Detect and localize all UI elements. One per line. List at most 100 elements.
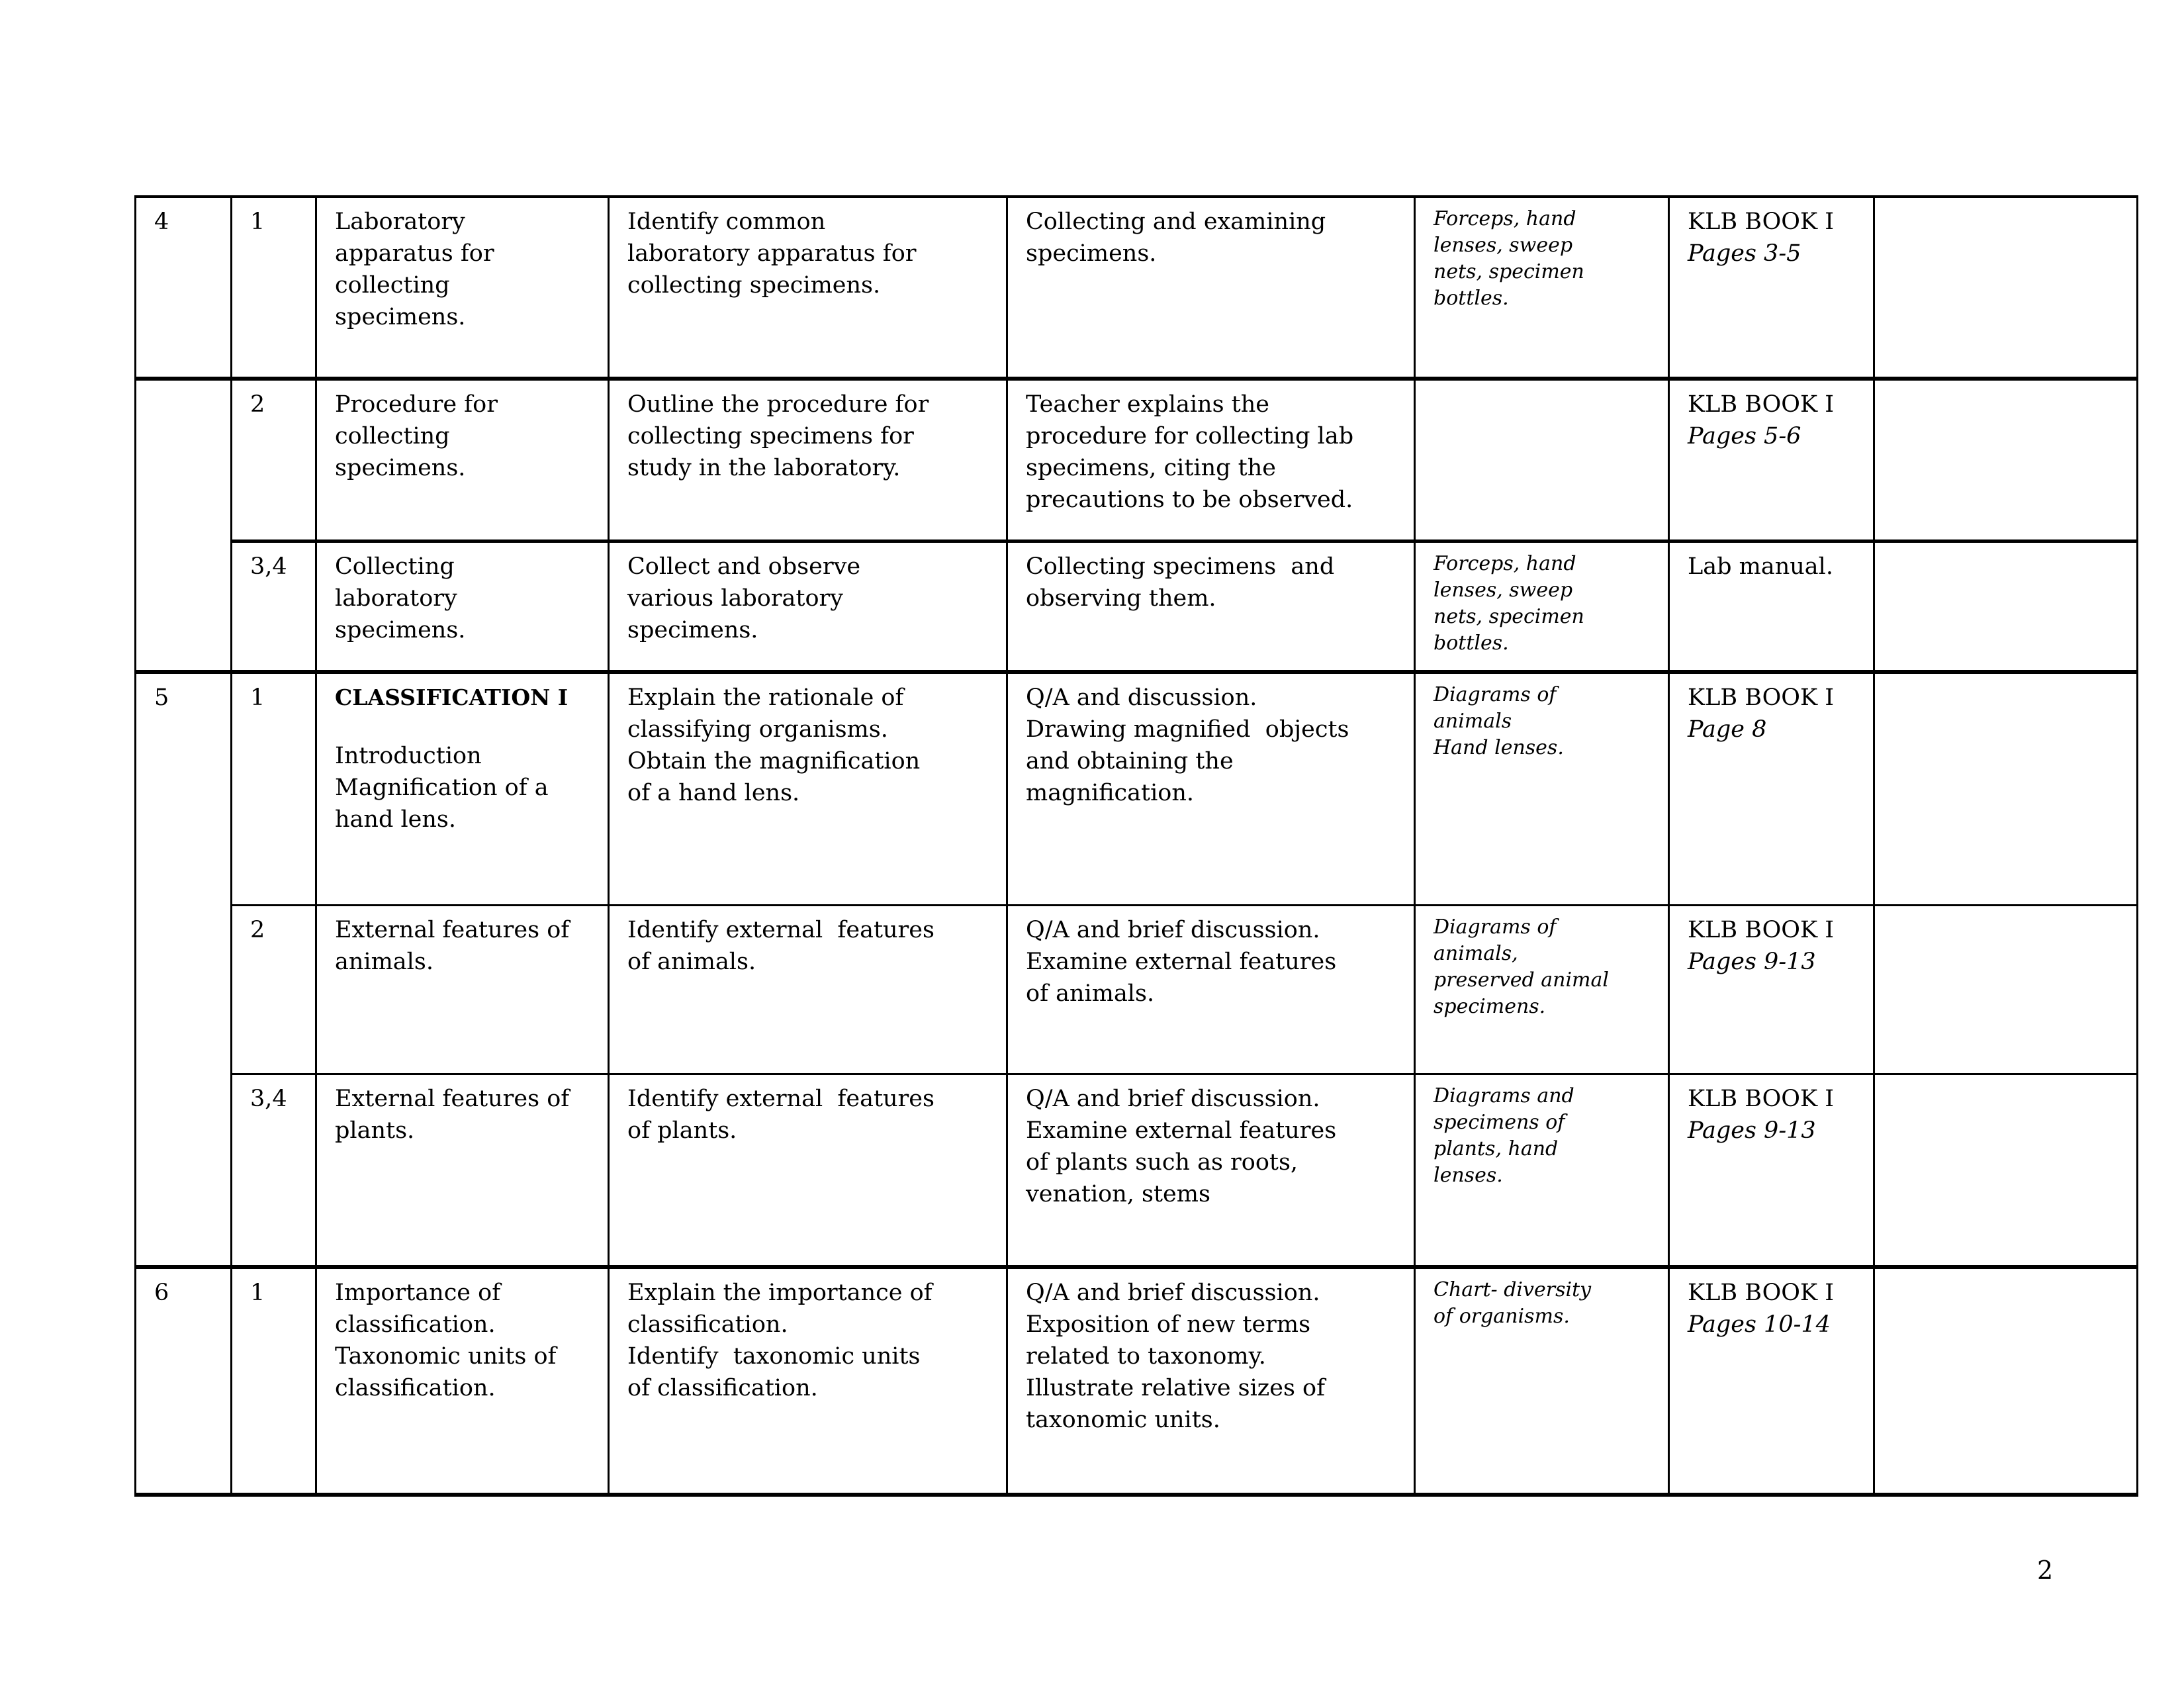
cell-activities: Collecting and examining specimens. xyxy=(1006,195,1416,380)
reference-pages: Pages 9-13 xyxy=(1688,1117,1816,1144)
cell-activities: Q/A and brief discussion. Examine extern… xyxy=(1006,1072,1416,1268)
topic-text: Introduction xyxy=(335,743,482,769)
cell-objectives: Identify common laboratory apparatus for… xyxy=(608,195,1008,380)
table-row: 2 External features of animals. Identify… xyxy=(136,904,2138,1075)
objectives-text: Identify external features of plants. xyxy=(627,1085,934,1144)
cell-remarks xyxy=(1873,539,2138,673)
reference-pages: Page 8 xyxy=(1688,716,1767,743)
reference-book: KLB BOOK I xyxy=(1688,391,1835,418)
reference-pages: Pages 5-6 xyxy=(1688,423,1801,449)
objectives-text: Identify common laboratory apparatus for… xyxy=(627,209,917,299)
topic-heading: CLASSIFICATION I xyxy=(335,684,569,710)
cell-remarks xyxy=(1873,670,2138,906)
objectives-text: Identify taxonomic units of classificati… xyxy=(627,1343,921,1401)
topic-text: External features of plants. xyxy=(335,1085,570,1144)
activities-text: Q/A and brief discussion. Examine extern… xyxy=(1026,1085,1337,1207)
resources-text: Forceps, hand lenses, sweep nets, specim… xyxy=(1433,551,1584,655)
scheme-table: 4 1 Laboratory apparatus for collecting … xyxy=(134,195,2138,1497)
cell-objectives: Explain the importance of classification… xyxy=(608,1265,1008,1497)
lesson-number: 3,4 xyxy=(250,553,287,580)
cell-lesson: 2 xyxy=(230,377,317,542)
cell-objectives: Collect and observe various laboratory s… xyxy=(608,539,1008,673)
reference-pages: Pages 10-14 xyxy=(1688,1311,1831,1338)
table-row: 5 1 CLASSIFICATION I Introduction Magnif… xyxy=(134,670,2138,1268)
resources-text: Diagrams of animals Hand lenses. xyxy=(1433,683,1564,759)
cell-remarks xyxy=(1873,904,2138,1075)
cell-topic: CLASSIFICATION I Introduction Magnificat… xyxy=(315,670,610,906)
lesson-number: 2 xyxy=(250,916,265,943)
cell-topic: Procedure for collecting specimens. xyxy=(315,377,610,542)
activities-text: Collecting specimens and observing them. xyxy=(1026,553,1335,612)
topic-text: Taxonomic units of classification. xyxy=(335,1343,557,1401)
cell-remarks xyxy=(1873,1072,2138,1268)
cell-reference: KLB BOOK I Pages 3-5 xyxy=(1668,195,1875,380)
objectives-text: Explain the rationale of classifying org… xyxy=(627,684,921,806)
lesson-number: 2 xyxy=(250,391,265,418)
objectives-text: Explain the importance of classification… xyxy=(627,1280,933,1338)
cell-reference: KLB BOOK I Pages 5-6 xyxy=(1668,377,1875,542)
cell-resources: Diagrams and specimens of plants, hand l… xyxy=(1414,1072,1670,1268)
cell-activities: Q/A and brief discussion. Examine extern… xyxy=(1006,904,1416,1075)
cell-topic: External features of plants. xyxy=(315,1072,610,1268)
cell-activities: Q/A and discussion. Drawing magnified ob… xyxy=(1006,670,1416,906)
activities-text: Q/A and discussion. Drawing magnified ob… xyxy=(1026,684,1349,806)
reference-pages: Pages 9-13 xyxy=(1688,948,1816,975)
cell-lesson: 3,4 xyxy=(230,1072,317,1268)
cell-reference: KLB BOOK I Pages 9-13 xyxy=(1668,904,1875,1075)
lesson-number: 1 xyxy=(250,209,265,235)
week-number: 5 xyxy=(154,684,169,711)
cell-activities: Q/A and brief discussion. Exposition of … xyxy=(1006,1265,1416,1497)
resources-text: Diagrams and specimens of plants, hand l… xyxy=(1433,1084,1574,1187)
table-row: 3,4 Collecting laboratory specimens. Col… xyxy=(136,539,2138,673)
cell-lesson: 1 xyxy=(230,1265,317,1497)
cell-lesson: 1 xyxy=(230,670,317,906)
page-number: 2 xyxy=(2037,1556,2054,1585)
cell-resources: Diagrams of animals, preserved animal sp… xyxy=(1414,904,1670,1075)
table-row: 6 1 Importance of classification. Taxono… xyxy=(134,1265,2138,1497)
activities-text: Q/A and brief discussion. Examine extern… xyxy=(1026,916,1337,1007)
cell-resources: Forceps, hand lenses, sweep nets, specim… xyxy=(1414,539,1670,673)
reference-book: KLB BOOK I xyxy=(1688,1280,1835,1306)
cell-remarks xyxy=(1873,1265,2138,1497)
objectives-text: Outline the procedure for collecting spe… xyxy=(627,391,929,481)
cell-week: 6 xyxy=(134,1265,232,1497)
cell-resources: Forceps, hand lenses, sweep nets, specim… xyxy=(1414,195,1670,380)
cell-activities: Collecting specimens and observing them. xyxy=(1006,539,1416,673)
cell-objectives: Outline the procedure for collecting spe… xyxy=(608,377,1008,542)
cell-topic: Laboratory apparatus for collecting spec… xyxy=(315,195,610,380)
lesson-number: 1 xyxy=(250,1280,265,1306)
topic-text: Laboratory apparatus for collecting spec… xyxy=(335,209,494,330)
cell-topic: Importance of classification. Taxonomic … xyxy=(315,1265,610,1497)
topic-text: External features of animals. xyxy=(335,916,570,975)
cell-week xyxy=(134,377,232,673)
cell-objectives: Identify external features of plants. xyxy=(608,1072,1008,1268)
reference-book: Lab manual. xyxy=(1688,553,1833,580)
cell-reference: Lab manual. xyxy=(1668,539,1875,673)
week-number: 4 xyxy=(154,209,169,235)
topic-text: Collecting laboratory specimens. xyxy=(335,553,466,643)
cell-resources: Chart- diversity of organisms. xyxy=(1414,1265,1670,1497)
cell-reference: KLB BOOK I Page 8 xyxy=(1668,670,1875,906)
cell-reference: KLB BOOK I Pages 10-14 xyxy=(1668,1265,1875,1497)
cell-resources xyxy=(1414,377,1670,542)
cell-remarks xyxy=(1873,377,2138,542)
week-number: 6 xyxy=(154,1280,169,1306)
lesson-number: 3,4 xyxy=(250,1085,287,1112)
cell-objectives: Identify external features of animals. xyxy=(608,904,1008,1075)
reference-book: KLB BOOK I xyxy=(1688,209,1835,235)
reference-book: KLB BOOK I xyxy=(1688,684,1835,711)
objectives-text: Identify external features of animals. xyxy=(627,916,934,975)
resources-text: Chart- diversity of organisms. xyxy=(1433,1278,1592,1328)
lesson-number: 1 xyxy=(250,684,265,711)
reference-pages: Pages 3-5 xyxy=(1688,240,1801,267)
reference-book: KLB BOOK I xyxy=(1688,916,1835,943)
activities-text: Collecting and examining specimens. xyxy=(1026,209,1326,267)
resources-text: Diagrams of animals, preserved animal sp… xyxy=(1433,915,1609,1018)
topic-text: Procedure for collecting specimens. xyxy=(335,391,498,481)
activities-text: Q/A and brief discussion. Exposition of … xyxy=(1026,1280,1326,1433)
cell-week: 5 xyxy=(134,670,232,1268)
cell-lesson: 1 xyxy=(230,195,317,380)
cell-lesson: 3,4 xyxy=(230,539,317,673)
cell-resources: Diagrams of animals Hand lenses. xyxy=(1414,670,1670,906)
